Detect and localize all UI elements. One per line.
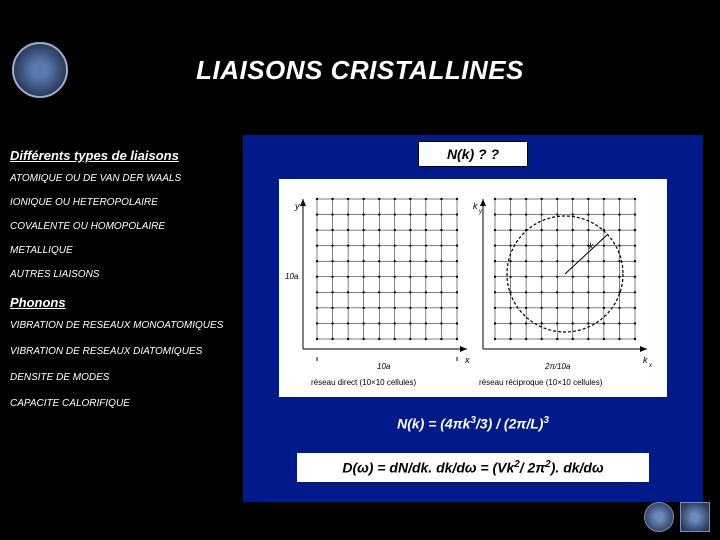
sidebar-item[interactable]: AUTRES LIAISONS bbox=[10, 269, 235, 281]
main-panel: N(k) ? ? y x 10a 10a réseau direct (10×1… bbox=[243, 135, 703, 502]
footer-icon-sphere[interactable] bbox=[644, 502, 674, 532]
sidebar-heading-1: Différents types de liaisons bbox=[10, 148, 235, 163]
reciprocal-lattice-figure: y x 10a 10a réseau direct (10×10 cellule… bbox=[279, 179, 667, 397]
svg-text:k: k bbox=[589, 241, 594, 251]
figure-box: y x 10a 10a réseau direct (10×10 cellule… bbox=[279, 179, 667, 397]
equation-nk: N(k) = (4πk3/3) / (2π/L)3 bbox=[350, 415, 596, 432]
right-caption: réseau réciproque (10×10 cellules) bbox=[479, 378, 603, 387]
nk-question-box: N(k) ? ? bbox=[418, 141, 528, 167]
sidebar-item[interactable]: VIBRATION DE RESEAUX MONOATOMIQUES bbox=[10, 320, 235, 332]
sidebar: Différents types de liaisons ATOMIQUE OU… bbox=[10, 148, 235, 424]
svg-text:x: x bbox=[464, 355, 470, 365]
page-title: LIAISONS CRISTALLINES bbox=[0, 55, 720, 86]
footer-icon-atom[interactable] bbox=[680, 502, 710, 532]
sidebar-item[interactable]: DENSITE DE MODES bbox=[10, 372, 235, 384]
sidebar-item[interactable]: IONIQUE OU HETEROPOLAIRE bbox=[10, 197, 235, 209]
svg-text:y: y bbox=[294, 201, 300, 211]
sidebar-heading-2: Phonons bbox=[10, 295, 235, 310]
sidebar-item[interactable]: VIBRATION DE RESEAUX DIATOMIQUES bbox=[10, 346, 235, 358]
sidebar-item[interactable]: METALLIQUE bbox=[10, 245, 235, 257]
svg-text:k: k bbox=[473, 201, 478, 211]
svg-text:x: x bbox=[648, 363, 653, 369]
equation-d: D(ω) = dN/dk. dk/dω = (Vk2/ 2π2). dk/dω bbox=[297, 453, 649, 482]
svg-text:10a: 10a bbox=[377, 362, 391, 371]
svg-text:y: y bbox=[478, 209, 483, 215]
sidebar-item[interactable]: CAPACITE CALORIFIQUE bbox=[10, 398, 235, 410]
sidebar-item[interactable]: COVALENTE OU HOMOPOLAIRE bbox=[10, 221, 235, 233]
svg-text:k: k bbox=[643, 355, 648, 365]
svg-text:10a: 10a bbox=[285, 272, 299, 281]
svg-text:2π/10a: 2π/10a bbox=[544, 362, 571, 371]
footer-icons bbox=[644, 502, 710, 532]
sidebar-item[interactable]: ATOMIQUE OU DE VAN DER WAALS bbox=[10, 173, 235, 185]
left-caption: réseau direct (10×10 cellules) bbox=[311, 378, 417, 387]
